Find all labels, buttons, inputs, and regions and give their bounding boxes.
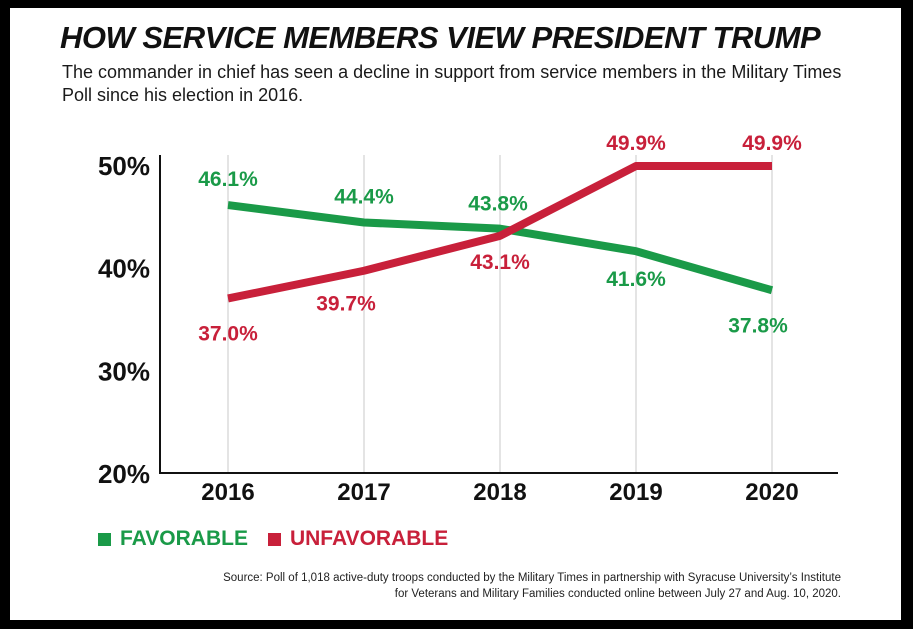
data-label-favorable-2019: 41.6% — [606, 268, 666, 291]
x-tick-label-2018: 2018 — [473, 479, 526, 506]
legend-item-favorable: FAVORABLE — [98, 527, 248, 551]
legend-item-unfavorable: UNFAVORABLE — [267, 527, 449, 551]
x-tick-label-2017: 2017 — [337, 479, 390, 506]
data-label-unfavorable-2020: 49.9% — [742, 132, 802, 155]
line-chart: 20% 30% 40% 50% 2016 2017 2018 2019 2020 46.1% 44… — [98, 132, 838, 506]
y-tick-label-40: 40% — [98, 254, 150, 284]
x-tick-label-2016: 2016 — [201, 479, 254, 506]
y-tick-label-20: 20% — [98, 459, 150, 489]
legend-swatch-favorable — [98, 532, 111, 546]
y-tick-label-30: 30% — [98, 356, 150, 386]
legend-label-unfavorable: UNFAVORABLE — [289, 527, 449, 550]
data-label-unfavorable-2017: 39.7% — [316, 293, 376, 316]
data-label-unfavorable-2019: 49.9% — [606, 132, 666, 155]
x-tick-label-2019: 2019 — [609, 479, 662, 506]
chart-title: HOW SERVICE MEMBERS VIEW PRESIDENT TRUMP — [60, 20, 821, 55]
legend-swatch-unfavorable — [267, 532, 281, 546]
data-label-favorable-2020: 37.8% — [728, 314, 788, 337]
legend: FAVORABLE UNFAVORABLE — [98, 527, 468, 551]
source-note: Source: Poll of 1,018 active-duty troops… — [223, 572, 841, 600]
data-label-unfavorable-2016: 37.0% — [198, 322, 258, 345]
data-label-favorable-2016: 46.1% — [198, 168, 258, 191]
x-tick-label-2020: 2020 — [745, 479, 798, 506]
data-label-unfavorable-2018: 43.1% — [470, 251, 530, 274]
legend-label-favorable: FAVORABLE — [120, 527, 248, 550]
y-tick-label-50: 50% — [98, 151, 150, 181]
chart-subtitle: The commander in chief has seen a declin… — [62, 62, 842, 105]
data-label-favorable-2017: 44.4% — [334, 185, 394, 208]
chart-card: HOW SERVICE MEMBERS VIEW PRESIDENT TRUMP… — [10, 8, 901, 620]
data-label-favorable-2018: 43.8% — [468, 193, 528, 216]
line-layer — [227, 162, 774, 303]
axis-layer: 20% 30% 40% 50% 2016 2017 2018 2019 2020 — [98, 151, 838, 506]
label-layer: 46.1% 44.4% 43.8% 41.6% 37.8% 37.0% 39.7% 43.1%… — [198, 132, 802, 345]
